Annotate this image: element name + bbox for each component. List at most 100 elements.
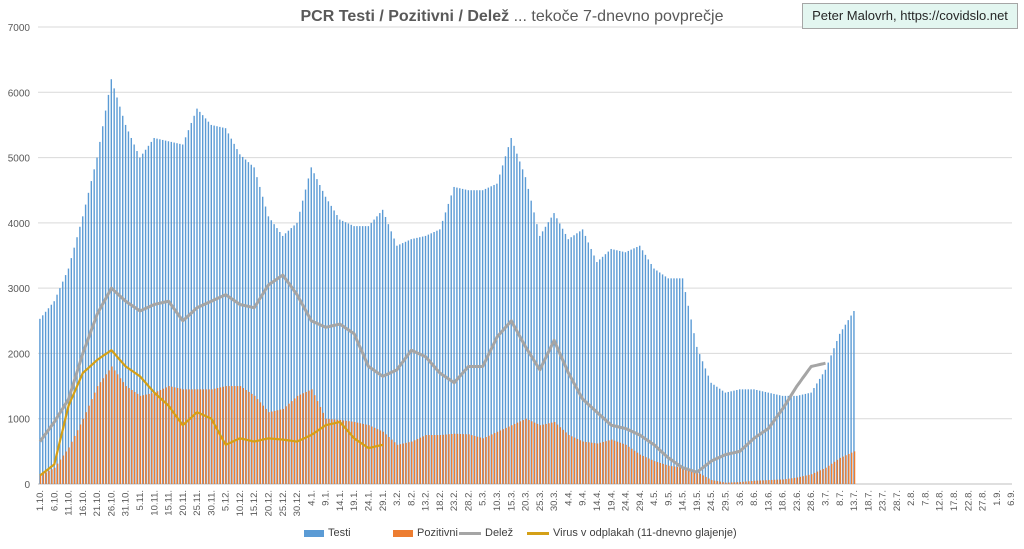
bar-pozitivni [491, 434, 493, 484]
bar-testi [613, 249, 615, 484]
bar-testi [379, 213, 381, 485]
bar-pozitivni [605, 441, 607, 484]
bar-testi [407, 240, 410, 484]
bar-testi [313, 173, 315, 485]
bar-pozitivni [453, 433, 456, 484]
bar-pozitivni [471, 435, 473, 484]
bar-pozitivni [196, 389, 199, 484]
bar-testi [439, 229, 441, 484]
bar-testi [733, 390, 735, 484]
bar-pozitivni [165, 387, 167, 484]
bar-pozitivni [771, 479, 773, 484]
bar-pozitivni [125, 386, 127, 484]
bar-testi [641, 250, 644, 484]
x-tick-label: 17.8. [949, 490, 960, 511]
bar-pozitivni [94, 392, 96, 484]
bar-pozitivni [42, 473, 45, 484]
bar-pozitivni [251, 393, 253, 484]
legend-swatch-testi [304, 529, 324, 537]
bar-pozitivni [631, 448, 633, 484]
bar-testi [253, 167, 255, 484]
y-tick-label: 1000 [8, 415, 31, 426]
bar-pozitivni [276, 410, 279, 484]
legend-label-delez: Delež [485, 527, 514, 539]
bar-pozitivni [433, 435, 436, 484]
bar-testi [241, 156, 244, 484]
bar-testi [64, 275, 67, 484]
bar-testi [250, 164, 252, 484]
bar-pozitivni [662, 463, 664, 484]
bar-testi [170, 141, 172, 484]
bar-pozitivni [719, 481, 722, 484]
bar-testi [567, 239, 570, 484]
bar-testi [327, 201, 330, 484]
x-tick-label: 4.5. [649, 490, 660, 506]
bar-testi [487, 187, 490, 485]
bar-testi [222, 127, 224, 484]
x-tick-label: 5.12. [221, 490, 232, 511]
bar-testi [107, 94, 110, 484]
bar-testi [530, 200, 532, 484]
bar-testi [596, 262, 598, 484]
bar-testi [324, 196, 327, 484]
bar-testi [570, 237, 572, 484]
y-tick-label: 7000 [8, 23, 31, 34]
bar-pozitivni [508, 426, 510, 484]
bar-testi [290, 228, 292, 484]
bar-pozitivni [788, 478, 790, 484]
bar-pozitivni [333, 419, 336, 484]
bar-testi [510, 137, 512, 484]
bar-pozitivni [319, 406, 322, 484]
bar-testi [173, 142, 175, 484]
bar-pozitivni [733, 482, 736, 484]
x-tick-label: 15.12. [249, 490, 260, 516]
bar-pozitivni [505, 427, 507, 484]
bar-pozitivni [596, 443, 599, 484]
x-tick-label: 8.7. [835, 490, 846, 506]
bar-pozitivni [122, 382, 125, 484]
bar-testi [179, 143, 181, 484]
bar-testi [436, 230, 438, 484]
bar-testi [770, 393, 772, 484]
bar-testi [459, 188, 461, 484]
bar-testi [341, 220, 344, 485]
bar-pozitivni [108, 370, 110, 484]
bar-testi [836, 341, 838, 484]
bar-testi [419, 237, 421, 484]
bar-pozitivni [191, 389, 193, 484]
credit-box: Peter Malovrh, https://covidslo.net [802, 3, 1018, 29]
bar-testi [441, 220, 444, 485]
bar-pozitivni [348, 421, 350, 484]
bar-pozitivni [588, 442, 590, 484]
bar-testi [790, 395, 792, 484]
bar-pozitivni [728, 482, 730, 484]
x-tick-label: 1.9. [992, 490, 1003, 506]
bar-pozitivni [748, 481, 750, 484]
bar-testi [527, 188, 530, 484]
bar-testi [553, 213, 555, 485]
bar-pozitivni [639, 454, 642, 484]
bar-testi [713, 384, 715, 484]
bar-pozitivni [134, 391, 136, 484]
bar-pozitivni [822, 468, 824, 484]
bar-testi [199, 111, 201, 484]
x-tick-label: 18.7. [863, 490, 874, 511]
bar-testi [127, 131, 130, 484]
bar-testi [421, 236, 424, 484]
legend-item-testi: Testi [304, 523, 351, 543]
bar-pozitivni [216, 388, 219, 484]
bar-testi [330, 205, 332, 484]
bar-pozitivni [205, 389, 207, 484]
bar-pozitivni [485, 436, 487, 484]
bar-testi [704, 368, 707, 484]
bar-testi [619, 250, 621, 484]
y-tick-label: 0 [24, 480, 30, 491]
bar-testi [416, 237, 418, 484]
bar-pozitivni [285, 406, 287, 484]
bar-testi [741, 389, 744, 484]
bar-testi [162, 139, 164, 485]
bar-testi [447, 203, 450, 484]
bar-pozitivni [353, 421, 356, 484]
bar-pozitivni [451, 433, 453, 484]
